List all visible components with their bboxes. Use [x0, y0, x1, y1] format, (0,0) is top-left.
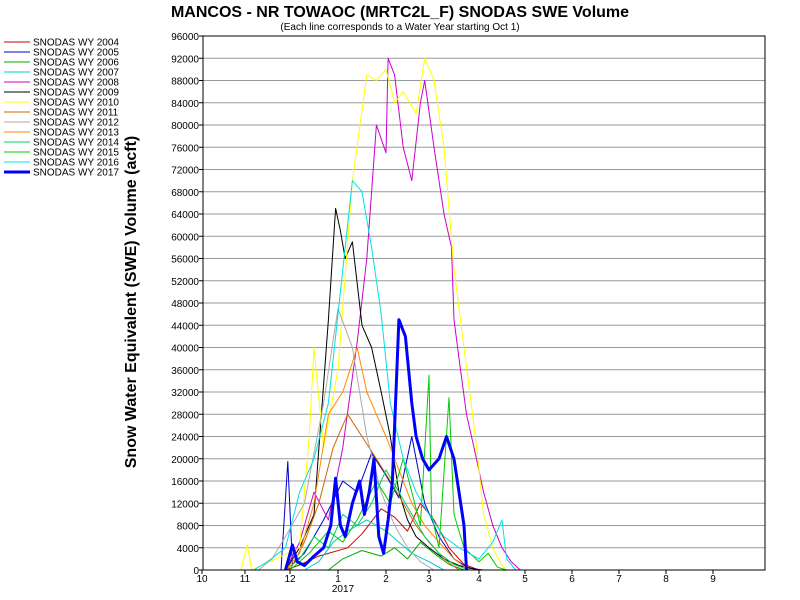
y-tick-label: 28000: [171, 410, 199, 421]
series-line-snodas-wy-2007: [304, 519, 445, 571]
y-tick-label: 4000: [177, 544, 200, 555]
x-tick-label: 1: [335, 574, 341, 585]
y-tick-label: 32000: [171, 388, 199, 399]
series-line-snodas-wy-2012: [258, 308, 435, 571]
y-tick-label: 72000: [171, 166, 199, 177]
series-layer: [240, 57, 521, 571]
series-line-snodas-wy-2008: [285, 57, 521, 571]
x-axis-year-label: 2017: [332, 584, 355, 595]
legend-label: SNODAS WY 2004: [33, 38, 119, 49]
y-tick-label: 24000: [171, 433, 199, 444]
legend-label: SNODAS WY 2016: [33, 158, 119, 169]
legend-label: SNODAS WY 2007: [33, 68, 119, 79]
y-tick-label: 56000: [171, 255, 199, 266]
series-line-snodas-wy-2016: [253, 180, 517, 571]
series-line-snodas-wy-2004: [285, 502, 480, 571]
y-tick-label: 88000: [171, 77, 199, 88]
y-axis-label: Snow Water Equivalent (SWE) Volume (acft…: [123, 136, 140, 468]
chart-subtitle: (Each line corresponds to a Water Year s…: [280, 22, 519, 33]
y-tick-label: 36000: [171, 366, 199, 377]
legend-label: SNODAS WY 2006: [33, 58, 119, 69]
series-line-snodas-wy-2013: [285, 347, 470, 571]
y-tick-label: 68000: [171, 188, 199, 199]
grid-layer: [203, 35, 765, 571]
series-line-snodas-wy-2010: [240, 57, 507, 571]
y-tick-label: 44000: [171, 321, 199, 332]
series-line-snodas-wy-2005: [280, 436, 484, 571]
x-tick-label: 5: [522, 574, 528, 585]
y-axis-ticks: 0 4000 8000 12000 16000 20000 24000 28000 32000 3…: [171, 32, 203, 577]
x-tick-label: 11: [240, 574, 251, 585]
y-tick-label: 48000: [171, 299, 199, 310]
x-tick-label: 12: [284, 574, 296, 585]
series-line-snodas-wy-2014: [285, 469, 470, 571]
x-tick-label: 10: [196, 574, 208, 585]
legend-label: SNODAS WY 2008: [33, 78, 119, 89]
x-tick-label: 4: [476, 574, 482, 585]
x-tick-label: 7: [616, 574, 622, 585]
series-line-snodas-wy-2017: [284, 318, 468, 571]
y-tick-label: 0: [193, 566, 199, 577]
y-tick-label: 8000: [177, 522, 200, 533]
x-tick-label: 8: [663, 574, 669, 585]
legend-label: SNODAS WY 2005: [33, 48, 119, 59]
y-tick-label: 40000: [171, 344, 199, 355]
y-tick-label: 60000: [171, 232, 199, 243]
series-line-snodas-wy-2015: [289, 374, 507, 571]
y-tick-label: 96000: [171, 32, 199, 43]
x-axis-ticks: 10 11 12 1 2 3 4 5 6 7 8 9: [196, 570, 716, 585]
x-tick-label: 6: [569, 574, 575, 585]
legend-label: SNODAS WY 2013: [33, 128, 119, 139]
y-tick-label: 12000: [171, 499, 199, 510]
legend-label: SNODAS WY 2012: [33, 118, 119, 129]
x-tick-label: 2: [383, 574, 389, 585]
y-tick-label: 64000: [171, 210, 199, 221]
legend-label: SNODAS WY 2011: [33, 108, 119, 119]
y-tick-label: 52000: [171, 277, 199, 288]
series-line-snodas-wy-2009: [285, 207, 480, 571]
legend-label: SNODAS WY 2010: [33, 98, 119, 109]
y-tick-label: 92000: [171, 54, 199, 65]
y-tick-label: 76000: [171, 143, 199, 154]
series-line-snodas-wy-2006: [328, 541, 465, 571]
chart-title: MANCOS - NR TOWAOC (MRTC2L_F) SNODAS SWE…: [171, 4, 629, 21]
y-tick-label: 84000: [171, 99, 199, 110]
legend-label: SNODAS WY 2017: [33, 168, 119, 179]
y-tick-label: 20000: [171, 455, 199, 466]
legend-label: SNODAS WY 2015: [33, 148, 119, 159]
x-tick-label: 3: [426, 574, 432, 585]
legend-label: SNODAS WY 2009: [33, 88, 119, 99]
y-tick-label: 80000: [171, 121, 199, 132]
x-tick-label: 9: [710, 574, 716, 585]
legend-label: SNODAS WY 2014: [33, 138, 119, 149]
y-tick-label: 16000: [171, 477, 199, 488]
